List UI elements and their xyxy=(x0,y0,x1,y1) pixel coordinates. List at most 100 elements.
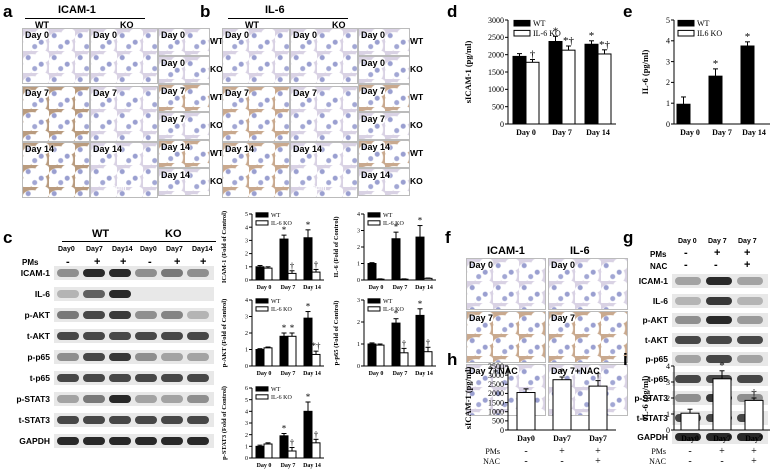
chart-d: 0 500 1000 1500 2000 2500 3000 sICAM-1 (pg/ml) D… xyxy=(463,16,616,137)
panel-b-col-ko: KO xyxy=(332,20,346,30)
panel-c-band xyxy=(57,290,79,298)
bar-wt-0 xyxy=(367,343,377,367)
panel-c-protein-label: t-p65 xyxy=(29,373,50,383)
panel-g-nac-label: NAC xyxy=(650,262,668,271)
panel-i-letter: i xyxy=(623,350,628,369)
panel-c-band xyxy=(135,416,157,424)
panel-c-band xyxy=(57,374,79,382)
panel-c-band-row xyxy=(54,392,214,406)
y-tick-label: 2000 xyxy=(488,389,504,398)
nac-sign: - xyxy=(524,456,527,467)
nac-row-label: NAC xyxy=(483,457,500,466)
nac-sign: - xyxy=(720,456,723,467)
panel-c-band xyxy=(135,311,157,319)
panel-e-letter: e xyxy=(623,2,633,21)
panel-a-tile-wt-row0: Day 0 xyxy=(22,28,90,84)
panel-g-day-label: Day 7 xyxy=(738,238,757,245)
x-tick-label: Day 7 xyxy=(712,128,732,137)
x-tick-label: Day7 xyxy=(553,434,571,443)
panel-g-day-label: Day 7 xyxy=(708,238,727,245)
panel-c-day-label: Day7 xyxy=(166,246,183,253)
panel-c-band xyxy=(109,269,131,277)
panel-c-band xyxy=(161,437,183,445)
panel-c-band xyxy=(83,416,105,424)
pms-sign: - xyxy=(688,446,691,457)
panel-c-band xyxy=(187,416,209,424)
x-tick-label: Day 0 xyxy=(680,128,700,137)
panel-c-band xyxy=(135,395,157,403)
panel-c-band xyxy=(187,311,209,319)
panel-b-tile-ko-row0: Day 0 xyxy=(290,28,358,84)
panel-c-band xyxy=(187,332,209,340)
legend-swatch xyxy=(677,29,695,37)
x-tick-label: Day7 xyxy=(589,434,607,443)
x-tick-label: Day 7 xyxy=(393,371,408,377)
panel-a-zoom-tile-0: Day 0 xyxy=(158,28,210,56)
y-tick-label: 1500 xyxy=(488,68,504,77)
panel-b-zoom-genotype: KO xyxy=(410,120,423,130)
panel-c-band xyxy=(187,269,209,277)
x-tick-label: Day 14 xyxy=(742,128,766,137)
y-axis-label: ICAM-1 (Fold of Control) xyxy=(221,211,228,283)
panel-f-col1: ICAM-1 xyxy=(487,245,525,257)
panel-c-band xyxy=(57,332,79,340)
panel-a-title-line xyxy=(25,18,145,19)
panel-g-band-row xyxy=(672,352,768,366)
bar-wt-2 xyxy=(303,237,313,281)
panel-c-band xyxy=(109,437,131,445)
panel-a-tile-label: Day 14 xyxy=(25,144,55,154)
y-tick-label: 4 xyxy=(666,37,670,46)
panel-f-tile-label: Day 0 xyxy=(469,260,494,270)
panel-a-zoom-label: Day 14 xyxy=(161,170,191,180)
y-tick-label: 0 xyxy=(666,120,670,129)
y-tick-label: 1 xyxy=(245,265,248,271)
x-tick-label: Day 14 xyxy=(415,371,433,377)
legend-label: IL-6 KO xyxy=(533,29,561,38)
panel-g-protein-label: p-AKT xyxy=(642,315,669,325)
panel-a-zoom-label: Day 14 xyxy=(161,142,191,152)
panel-c-pms-label: PMs xyxy=(22,258,39,267)
panel-f-tile-label: Day 7+NAC xyxy=(469,366,518,376)
panel-c-band xyxy=(83,353,105,361)
x-tick-label: Day7 xyxy=(745,434,763,443)
x-tick-label: Day 7 xyxy=(393,285,408,291)
panel-g-band xyxy=(675,277,701,285)
panel-g-band xyxy=(737,374,763,383)
panel-g-letter: g xyxy=(623,228,634,247)
panel-d-letter: d xyxy=(447,2,458,21)
y-tick-label: 5 xyxy=(245,212,248,218)
panel-c-band-row xyxy=(54,350,214,364)
bar-wt-1 xyxy=(279,435,289,459)
panel-f-tile-1-row1: Day 7 xyxy=(548,311,628,363)
panel-a-tile-ko-row0: Day 0 xyxy=(90,28,158,84)
panel-a-tile-label: Day 7 xyxy=(93,88,118,98)
panel-c-band xyxy=(57,395,79,403)
panel-f-tile-label: Day 0 xyxy=(551,260,576,270)
panel-c-band xyxy=(187,437,209,445)
pms-row-label: PMs xyxy=(651,447,666,456)
panel-c-band xyxy=(57,311,79,319)
panel-b-zoom-tile-3: Day 7 xyxy=(358,112,410,140)
panel-c-protein-label: GAPDH xyxy=(19,436,50,446)
panel-g-band xyxy=(706,355,732,363)
x-tick-label: Day 14 xyxy=(586,128,610,137)
panel-g-band xyxy=(737,355,763,363)
significance-mark: * xyxy=(589,30,595,42)
significance-mark: *† xyxy=(599,39,611,51)
panel-c-band xyxy=(83,437,105,445)
y-tick-label: 1500 xyxy=(488,398,504,407)
panel-a-title: ICAM-1 xyxy=(58,4,96,16)
panel-c-wt: WT xyxy=(92,228,110,240)
y-tick-label: 0 xyxy=(500,120,504,129)
y-axis-label: IL-6 (pg/ml) xyxy=(640,50,650,95)
panel-g-nac-sign: - xyxy=(714,259,718,271)
legend-label: WT xyxy=(697,19,710,28)
panel-c-pms-sign: + xyxy=(120,256,127,268)
y-tick-label: 3 xyxy=(666,378,670,387)
panel-g-protein-label: t-STAT3 xyxy=(636,412,668,423)
panel-c-protein-label: IL-6 xyxy=(34,289,50,299)
x-tick-label: Day 0 xyxy=(257,463,272,469)
panel-b-zoom-genotype: KO xyxy=(410,64,423,74)
legend-swatch xyxy=(513,29,531,37)
